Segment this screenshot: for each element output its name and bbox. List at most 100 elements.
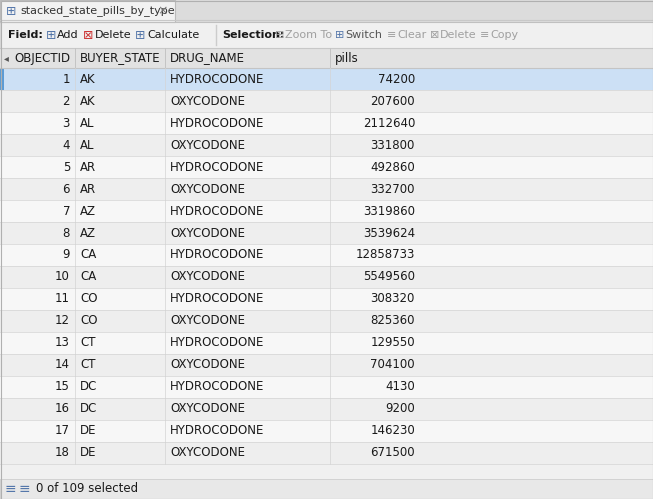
Text: HYDROCODONE: HYDROCODONE [170,116,264,130]
Text: 3539624: 3539624 [363,227,415,240]
Text: AR: AR [80,183,96,196]
Text: CT: CT [80,358,95,371]
Text: DRUG_NAME: DRUG_NAME [170,51,245,64]
Text: HYDROCODONE: HYDROCODONE [170,72,264,85]
Text: AK: AK [80,94,95,107]
Text: 74200: 74200 [377,72,415,85]
Text: OXYCODONE: OXYCODONE [170,139,245,152]
Text: CT: CT [80,336,95,349]
Text: 17: 17 [55,425,70,438]
Text: ⊞: ⊞ [6,4,16,17]
Bar [0,376,653,398]
Text: Calculate: Calculate [147,30,199,40]
Text: 704100: 704100 [370,358,415,371]
Text: Switch: Switch [345,30,382,40]
Text: 207600: 207600 [370,94,415,107]
Text: DE: DE [80,425,97,438]
Text: Add: Add [57,30,78,40]
Text: ⊞: ⊞ [46,28,57,41]
Bar [0,68,4,90]
Text: HYDROCODONE: HYDROCODONE [170,292,264,305]
Text: 10: 10 [55,270,70,283]
Text: OXYCODONE: OXYCODONE [170,403,245,416]
Text: HYDROCODONE: HYDROCODONE [170,425,264,438]
Text: 3319860: 3319860 [363,205,415,218]
Text: 13: 13 [55,336,70,349]
Bar [0,266,653,288]
Text: CA: CA [80,249,96,261]
Bar [0,288,653,310]
Bar [0,68,653,90]
Text: 8: 8 [63,227,70,240]
Bar [0,48,653,68]
Text: 2: 2 [63,94,70,107]
Bar [0,244,653,266]
Text: OXYCODONE: OXYCODONE [170,314,245,327]
Text: 4130: 4130 [385,381,415,394]
Bar [0,310,653,332]
Text: DE: DE [80,447,97,460]
Text: Zoom To: Zoom To [285,30,332,40]
Text: stacked_state_pills_by_type: stacked_state_pills_by_type [20,5,174,16]
Bar [0,178,653,200]
Bar [0,0,175,22]
Text: 12858733: 12858733 [356,249,415,261]
Text: 3: 3 [63,116,70,130]
Text: OXYCODONE: OXYCODONE [170,358,245,371]
Text: AK: AK [80,72,95,85]
Text: Field:: Field: [8,30,43,40]
Text: 11: 11 [55,292,70,305]
Text: 2112640: 2112640 [362,116,415,130]
Text: Copy: Copy [490,30,518,40]
Text: 9: 9 [63,249,70,261]
Text: 825360: 825360 [370,314,415,327]
Bar [0,420,653,442]
Text: ≡: ≡ [5,482,16,496]
Text: pills: pills [335,51,358,64]
Bar [0,398,653,420]
Text: 0 of 109 selected: 0 of 109 selected [36,483,138,496]
Text: ◂: ◂ [4,53,9,63]
Text: ≡: ≡ [19,482,31,496]
Bar [0,354,653,376]
Text: 332700: 332700 [370,183,415,196]
Bar [0,156,653,178]
Text: DC: DC [80,381,97,394]
Text: ⊞: ⊞ [335,30,344,40]
Text: ⊞: ⊞ [275,30,284,40]
Text: OBJECTID: OBJECTID [14,51,70,64]
Text: CO: CO [80,292,97,305]
Text: 671500: 671500 [370,447,415,460]
Bar [175,0,653,22]
Text: Clear: Clear [397,30,426,40]
Text: 1: 1 [63,72,70,85]
Bar [0,200,653,222]
Text: AZ: AZ [80,227,96,240]
Text: CO: CO [80,314,97,327]
Bar [0,479,653,499]
Text: 12: 12 [55,314,70,327]
Text: 129550: 129550 [370,336,415,349]
Bar [0,442,653,464]
Bar [0,222,653,244]
Text: HYDROCODONE: HYDROCODONE [170,381,264,394]
Text: BUYER_STATE: BUYER_STATE [80,51,161,64]
Text: ≡: ≡ [480,30,489,40]
Text: 5: 5 [63,161,70,174]
Text: ≡: ≡ [387,30,396,40]
Bar [0,90,653,112]
Text: Selection:: Selection: [222,30,284,40]
Text: 308320: 308320 [371,292,415,305]
Text: OXYCODONE: OXYCODONE [170,227,245,240]
Text: 6: 6 [63,183,70,196]
Text: Delete: Delete [440,30,477,40]
Text: CA: CA [80,270,96,283]
Text: 4: 4 [63,139,70,152]
Text: ⊠: ⊠ [430,30,439,40]
Text: HYDROCODONE: HYDROCODONE [170,205,264,218]
Text: 146230: 146230 [370,425,415,438]
Text: OXYCODONE: OXYCODONE [170,447,245,460]
Text: AZ: AZ [80,205,96,218]
Text: ⊠: ⊠ [83,28,93,41]
Text: 331800: 331800 [371,139,415,152]
